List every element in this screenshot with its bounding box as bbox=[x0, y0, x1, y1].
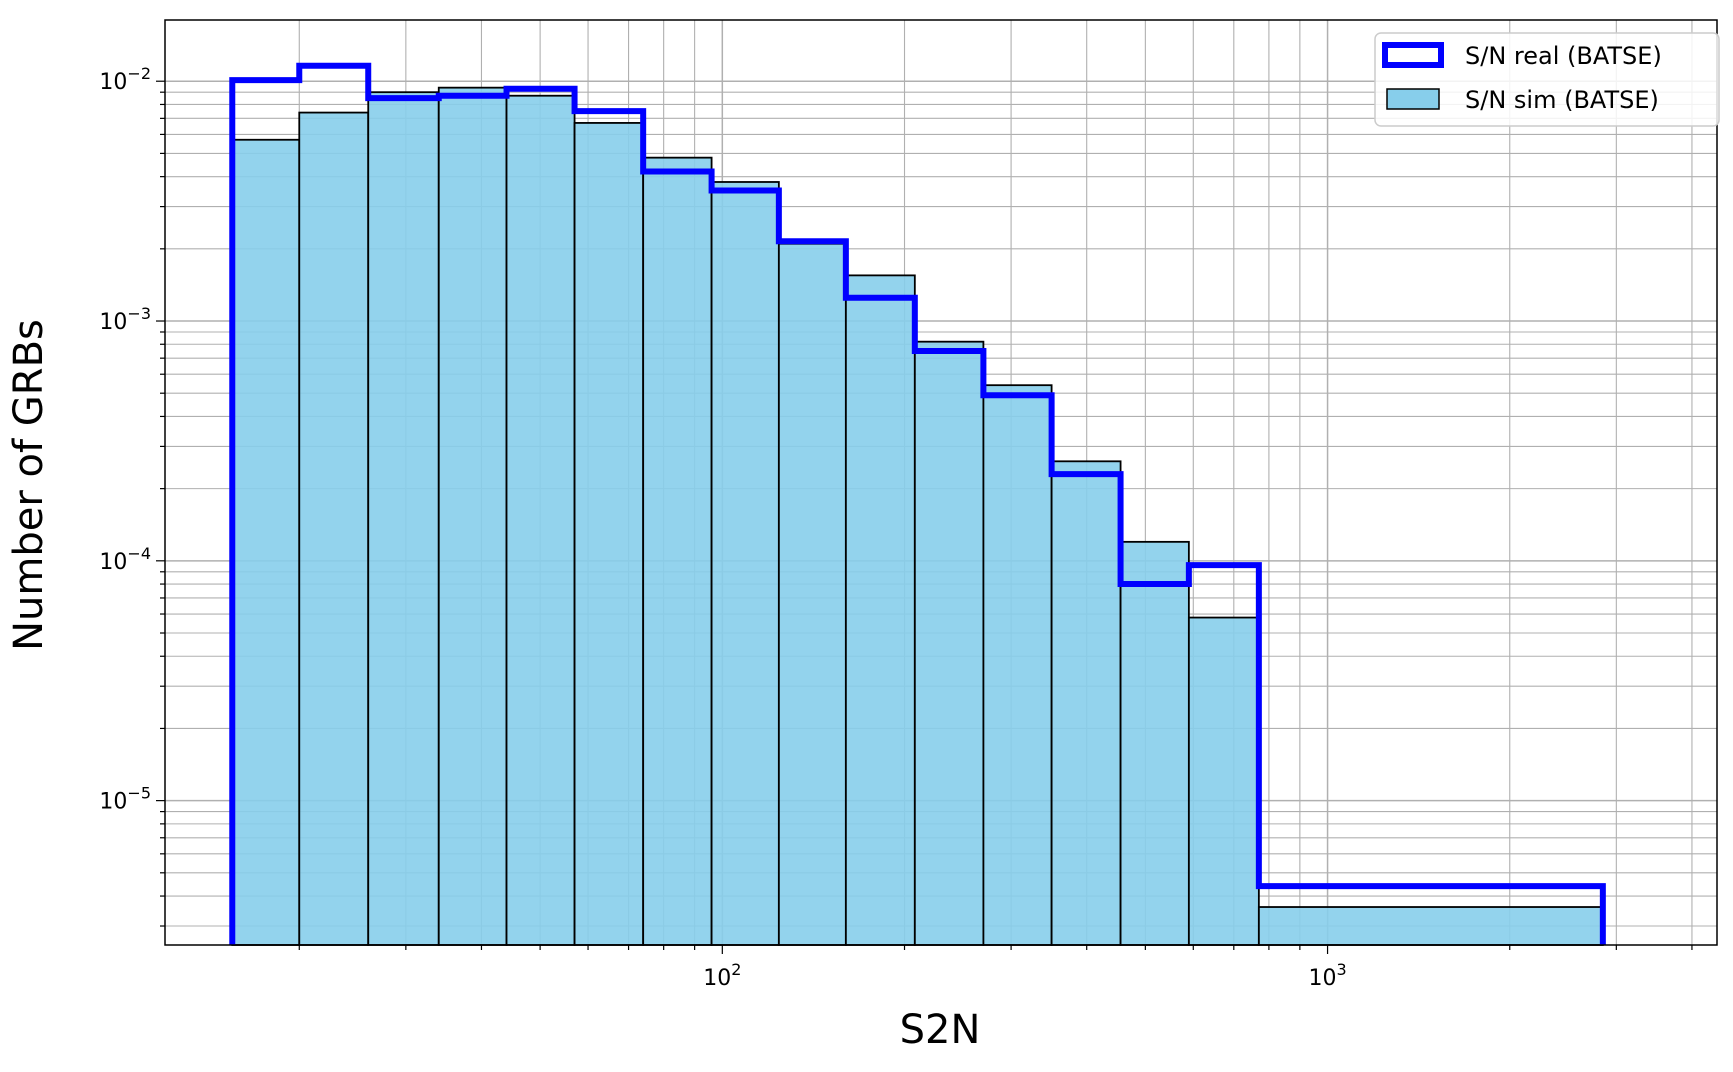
x-axis-label: S2N bbox=[900, 1007, 981, 1053]
plot-frame bbox=[164, 19, 1718, 946]
y-tick-label: 10−4 bbox=[99, 544, 151, 575]
legend-label-real: S/N real (BATSE) bbox=[1465, 42, 1662, 70]
sim-bar bbox=[367, 91, 440, 946]
sim-bar bbox=[642, 156, 713, 946]
x-tick-label: 102 bbox=[703, 960, 741, 991]
sim-bar bbox=[1119, 540, 1190, 946]
y-tick-label: 10−2 bbox=[99, 64, 151, 95]
legend-swatch-sim bbox=[1386, 88, 1440, 110]
sim-bar bbox=[231, 138, 301, 946]
sim-bar bbox=[298, 111, 370, 946]
axis-ticks: 102 103 10−5 10−4 10−3 10−2 bbox=[99, 64, 1693, 991]
sim-bar bbox=[573, 122, 645, 946]
sim-bar bbox=[982, 384, 1053, 946]
sim-bar bbox=[1187, 616, 1260, 946]
legend-frame bbox=[1374, 32, 1720, 127]
sim-bar bbox=[1257, 906, 1604, 946]
legend: S/N real (BATSE) S/N sim (BATSE) bbox=[1374, 32, 1720, 127]
sim-bar bbox=[437, 86, 508, 946]
sim-bar bbox=[1050, 460, 1122, 946]
y-tick-label: 10−5 bbox=[99, 784, 151, 815]
sim-bars bbox=[231, 86, 1604, 946]
y-axis-label: Number of GRBs bbox=[6, 319, 52, 651]
sim-bar bbox=[505, 94, 576, 946]
y-tick-label: 10−3 bbox=[99, 304, 151, 335]
sim-bar bbox=[913, 340, 985, 946]
sim-bar bbox=[777, 242, 847, 946]
sim-bar bbox=[844, 274, 916, 946]
sim-bar bbox=[710, 181, 780, 946]
x-tick-label: 103 bbox=[1308, 960, 1346, 991]
real-step-line bbox=[229, 62, 1606, 945]
legend-label-sim: S/N sim (BATSE) bbox=[1465, 86, 1659, 114]
real-step-path bbox=[229, 62, 1606, 945]
legend-swatch-real bbox=[1382, 42, 1444, 68]
